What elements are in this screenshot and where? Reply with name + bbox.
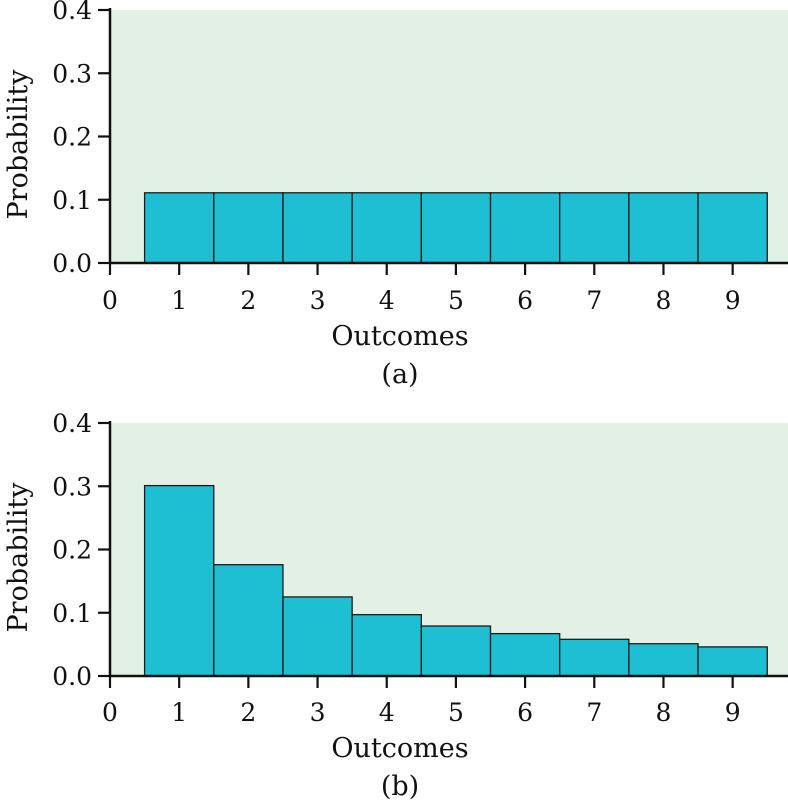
bar-8 [628, 192, 699, 264]
x-tick-label: 1 [171, 698, 187, 727]
x-tick-label: 3 [310, 698, 326, 727]
chart-panel-b: 0.0 0.1 0.2 0.3 0.4 0 1 2 3 4 5 6 7 8 9 Outcomes Probabi… [3, 409, 788, 802]
bar-4 [351, 613, 422, 677]
x-tick-label: 3 [310, 286, 326, 315]
panel-label: (b) [381, 771, 419, 802]
bar-2 [213, 564, 284, 677]
x-tick-label: 7 [586, 286, 602, 315]
y-tick-label: 0.0 [52, 662, 92, 691]
bar-1 [143, 484, 215, 677]
bar-9 [697, 646, 768, 677]
panel-label: (a) [381, 359, 418, 390]
bar-1 [143, 192, 215, 264]
x-axis-title: Outcomes [331, 321, 468, 352]
y-tick-label: 0.3 [52, 59, 92, 88]
chart-panel-a: 0.0 0.1 0.2 0.3 0.4 0 1 2 3 4 5 6 7 8 9 Outcomes Probabi… [3, 0, 788, 390]
bar-6 [489, 632, 561, 677]
x-tick-label: 4 [379, 698, 395, 727]
y-axis-title: Probability [3, 69, 34, 220]
x-tick-label: 6 [517, 698, 533, 727]
y-tick-label: 0.3 [52, 472, 92, 501]
y-tick-label: 0.0 [52, 249, 92, 278]
x-tick-label: 9 [725, 698, 741, 727]
x-axis-title: Outcomes [331, 733, 468, 764]
x-tick-label: 5 [448, 286, 464, 315]
y-tick-label: 0.1 [52, 186, 92, 215]
x-tick-label: 6 [517, 286, 533, 315]
x-tick-label: 0 [102, 286, 118, 315]
x-tick-label: 7 [586, 698, 602, 727]
bar-4 [351, 192, 422, 264]
bar-3 [282, 596, 353, 677]
x-tick-label: 8 [656, 698, 672, 727]
x-tick-label: 2 [240, 286, 256, 315]
x-tick-label: 0 [102, 698, 118, 727]
bar-7 [559, 638, 630, 677]
x-tick-label: 9 [725, 286, 741, 315]
bar-9 [697, 192, 768, 264]
bar-5 [420, 625, 492, 677]
x-tick-label: 2 [240, 698, 256, 727]
y-tick-label: 0.1 [52, 599, 92, 628]
bar-7 [559, 192, 630, 264]
bar-5 [420, 192, 492, 264]
bar-6 [489, 192, 561, 264]
y-tick-label: 0.2 [52, 123, 92, 152]
x-tick-label: 8 [656, 286, 672, 315]
x-tick-label: 4 [379, 286, 395, 315]
bar-3 [282, 192, 353, 264]
bar-2 [213, 192, 284, 264]
x-tick-label: 1 [171, 286, 187, 315]
x-tick-label: 5 [448, 698, 464, 727]
y-tick-label: 0.4 [52, 0, 92, 25]
y-tick-label: 0.2 [52, 536, 92, 565]
y-tick-label: 0.4 [52, 409, 92, 438]
bar-8 [628, 643, 699, 677]
y-axis-title: Probability [3, 482, 34, 633]
